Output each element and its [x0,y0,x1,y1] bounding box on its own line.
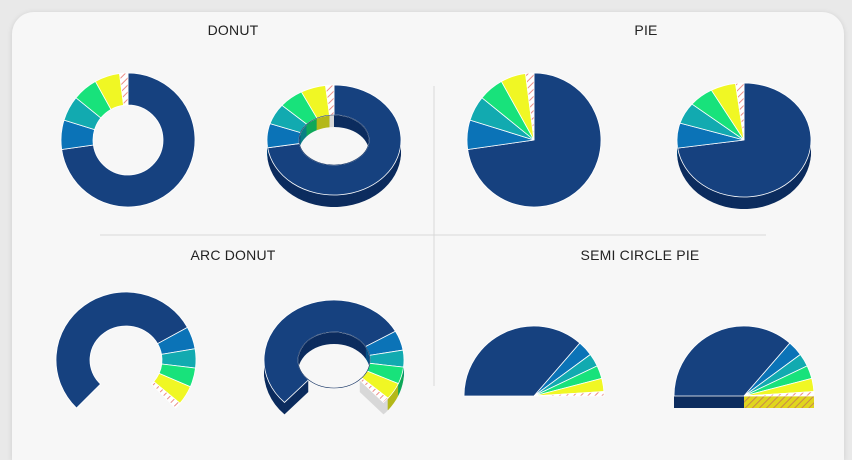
semi-circle-pie-title: SEMI CIRCLE PIE [580,247,700,263]
chart-6-arc-donut-3d [263,299,405,415]
chart-1-slice-6 [119,72,129,106]
arc-donut-title: ARC DONUT [190,247,276,263]
chart-8-semi-circle-pie-3d [673,325,815,408]
chart-5-slice-6 [150,381,181,409]
chart-7-slice-1 [463,325,581,397]
chart-8-slice-1 [673,325,791,397]
chart-3-slice-6 [525,72,535,141]
chart-8-slice-6 [743,391,815,397]
pie-title: PIE [634,22,658,38]
chart-4-slice-6 [735,82,745,141]
chart-4-pie-3d [676,82,812,209]
chart-8-base-face-hatch [744,396,814,408]
chart-5-slice-1 [55,291,188,409]
chart-5-arc-donut-2d [55,291,197,409]
chart-1-slice-1 [61,72,196,208]
donut-title: DONUT [207,22,259,38]
chart-6-hole-rim [297,331,371,389]
chart-2-donut-3d [266,84,402,207]
chart-2-hole-rim [298,114,370,166]
chart-3-pie-2d [466,72,602,208]
chart-7-semi-circle-pie-2d [463,325,605,397]
chart-1-donut-2d [60,72,196,208]
chart-7-slice-6 [533,391,605,397]
